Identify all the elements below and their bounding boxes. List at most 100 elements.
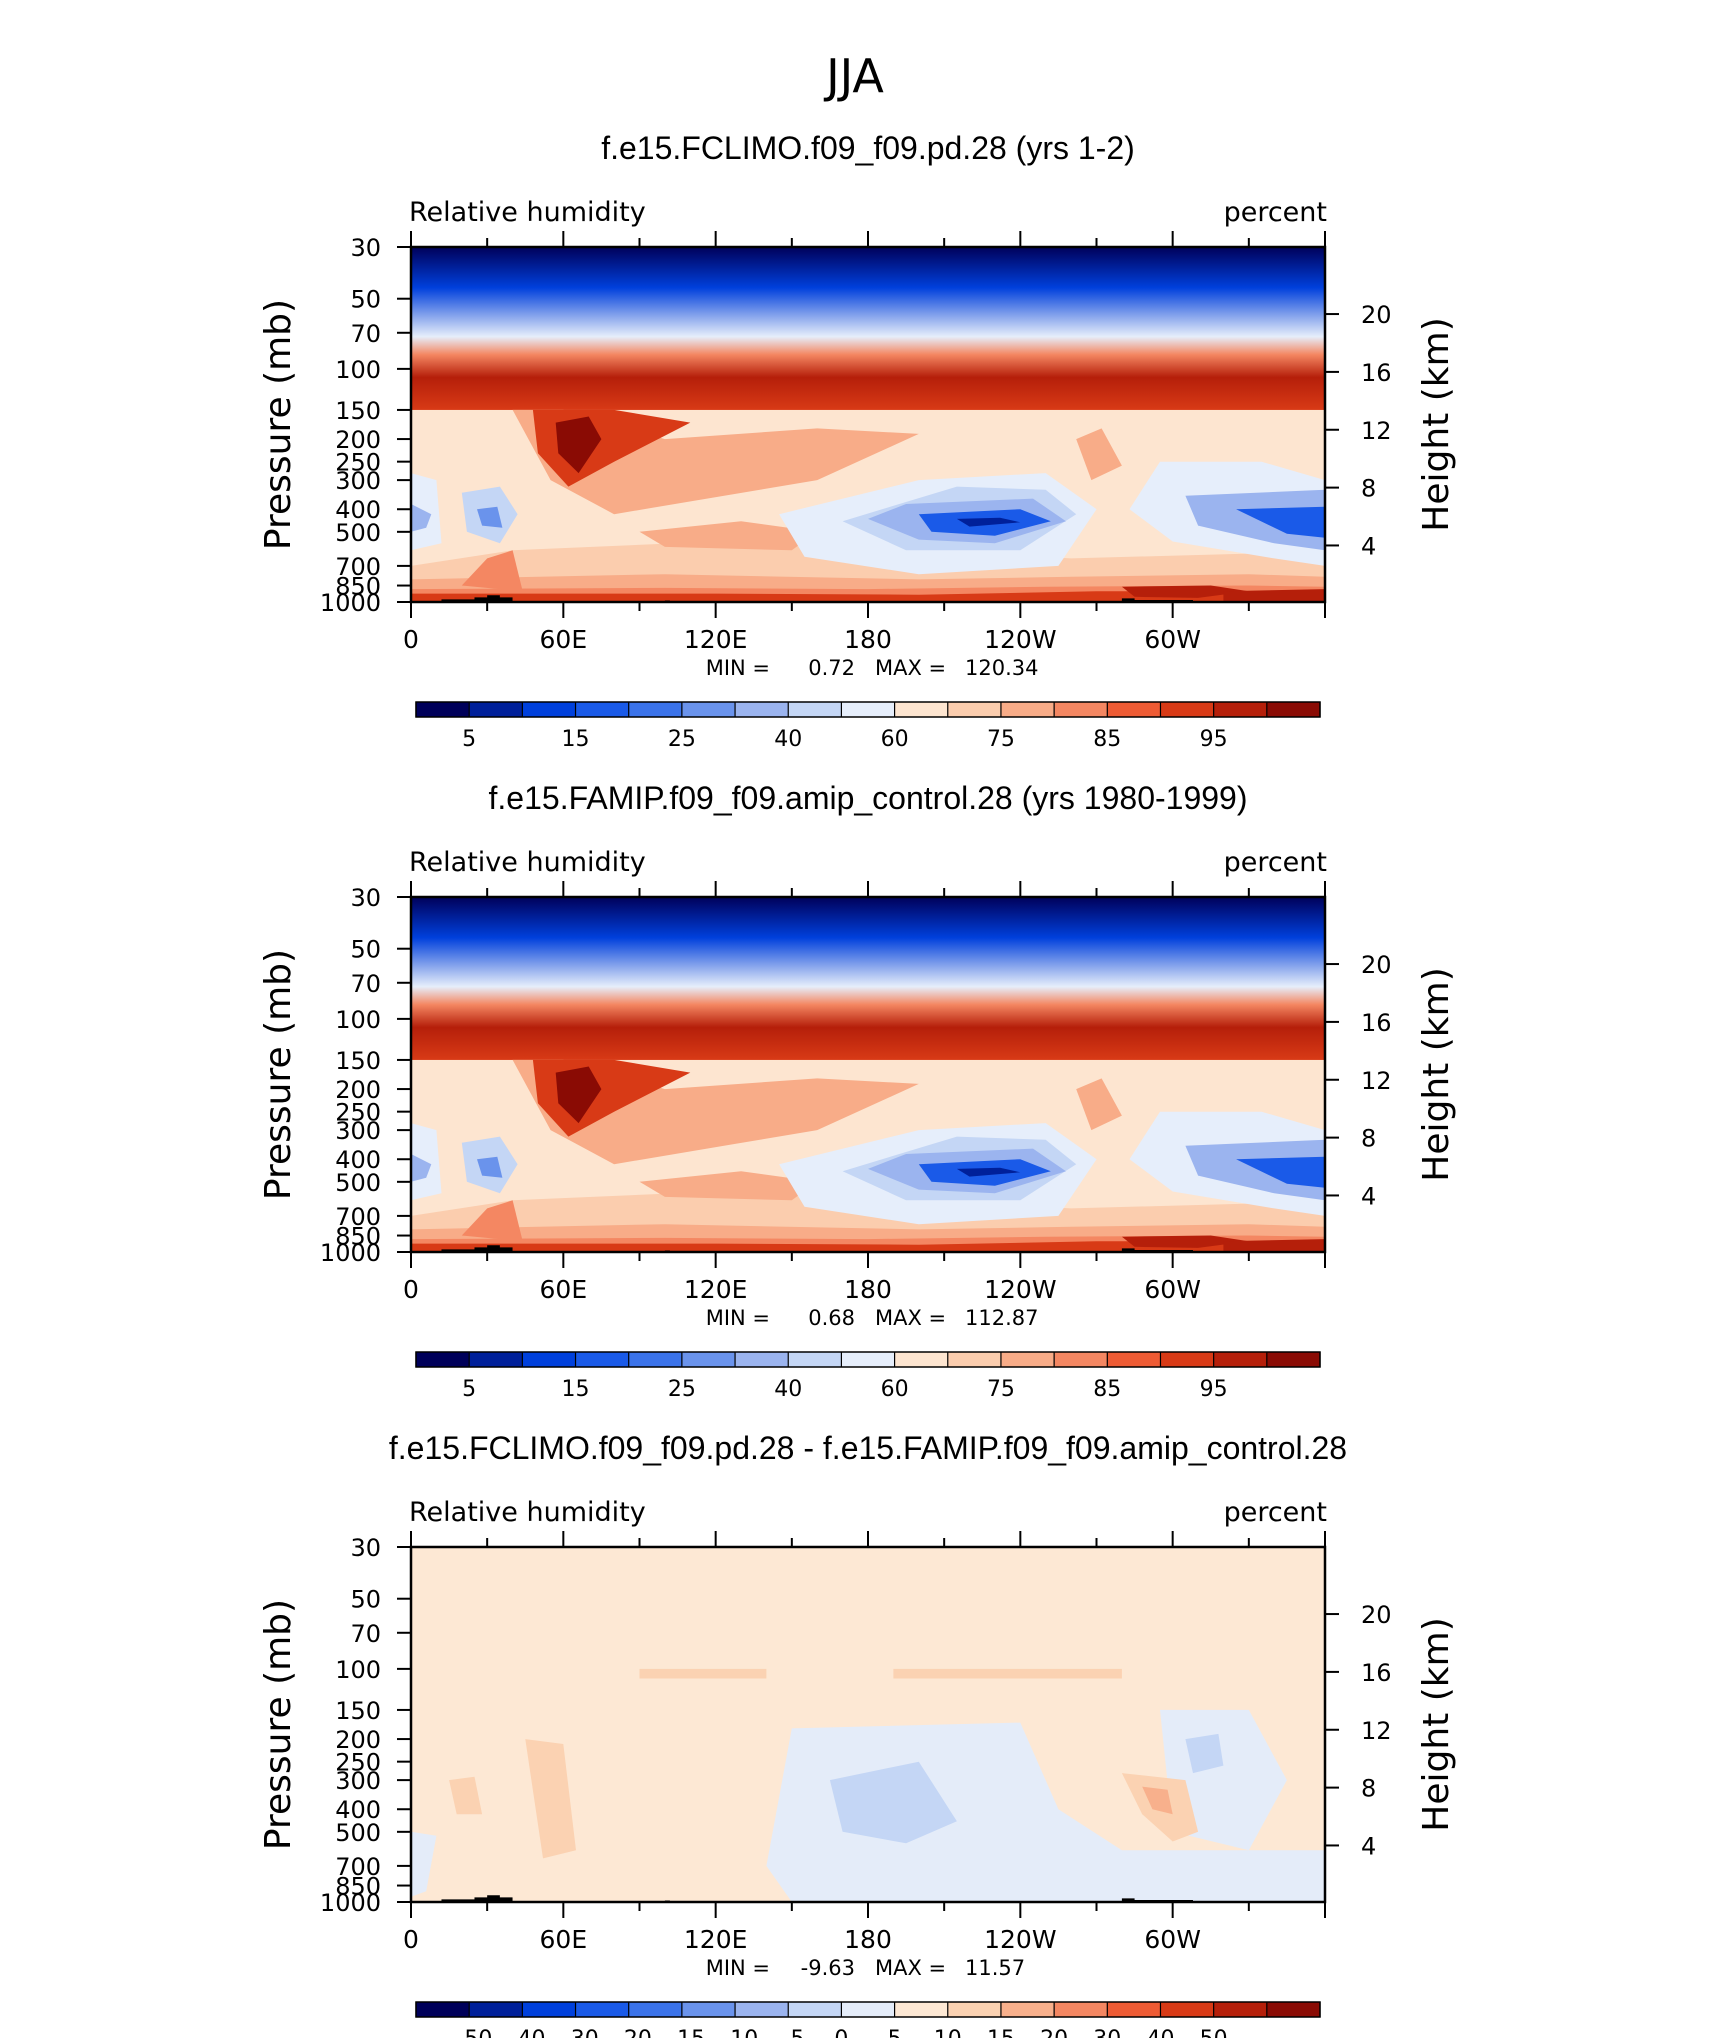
rh-contour-fill <box>1121 1235 1249 1248</box>
colorbar-swatch <box>522 702 577 717</box>
variable-label: Relative humidity <box>409 847 646 878</box>
colorbar-swatch <box>681 1352 736 1367</box>
x-tick-label: 0 <box>403 625 419 654</box>
min-value: 0.72 <box>808 656 855 680</box>
rh-contour-fill <box>639 521 818 551</box>
x-tick-label: 0 <box>403 1925 419 1954</box>
rh-contour-fill <box>1076 1078 1122 1131</box>
units-label: percent <box>1224 847 1327 878</box>
height-tick-label: 4 <box>1361 1182 1376 1210</box>
y-tick-label: 50 <box>350 286 381 314</box>
colorbar-label: 85 <box>1093 1377 1121 1402</box>
y-tick-label: 150 <box>335 1047 381 1075</box>
colorbar-swatch <box>628 2002 683 2017</box>
colorbar-label: 15 <box>562 727 590 752</box>
colorbar-label: −50 <box>446 2027 492 2038</box>
y-tick-label: 50 <box>350 936 381 964</box>
colorbar-label: 15 <box>987 2027 1015 2038</box>
colorbar-swatch <box>788 1352 842 1367</box>
height-tick-label: 12 <box>1361 417 1392 445</box>
rh-contour-fill <box>639 1171 818 1201</box>
colorbar-frame <box>415 701 1321 718</box>
x-tick-label: 120W <box>984 625 1056 654</box>
colorbar-label: 85 <box>1093 727 1121 752</box>
rh-contour-fill <box>1185 1139 1325 1201</box>
y-tick-label: 70 <box>350 970 381 998</box>
right-axis-title: Height (km) <box>1416 1617 1457 1831</box>
height-tick-label: 4 <box>1361 532 1376 560</box>
x-tick-label: 120E <box>684 1925 748 1954</box>
colorbar-label: 5 <box>462 1377 476 1402</box>
y-tick-label: 850 <box>335 573 381 601</box>
topography-mask <box>441 595 513 602</box>
colorbar-label: −15 <box>659 2027 705 2038</box>
colorbar-label: 15 <box>562 1377 590 1402</box>
colorbar-swatch <box>522 2002 577 2017</box>
y-tick-label: 100 <box>335 356 381 384</box>
x-tick-label: 60W <box>1144 625 1201 654</box>
colorbar-label: 30 <box>1093 2027 1121 2038</box>
colorbar-swatch <box>1107 1352 1161 1367</box>
colorbar-swatch <box>1213 2002 1268 2017</box>
y-tick-label: 250 <box>335 449 381 477</box>
colorbar-label: 25 <box>668 1377 696 1402</box>
colorbar-swatch <box>416 1352 470 1367</box>
colorbar-swatch <box>1000 2002 1055 2017</box>
colorbar-swatch <box>1213 702 1268 717</box>
colorbar-label: −10 <box>712 2027 758 2038</box>
colorbar: 5 15 25 40 60 75 85 95 <box>415 701 1321 752</box>
colorbar-swatch <box>1054 1352 1108 1367</box>
rh-contour-fill <box>461 550 523 592</box>
colorbar-swatch <box>469 2002 523 2017</box>
colorbar-label: 50 <box>1200 2027 1228 2038</box>
colorbar-swatch <box>735 702 789 717</box>
colorbar-swatch <box>1000 702 1055 717</box>
right-axis-title: Height (km) <box>1416 317 1457 531</box>
colorbar-label: 25 <box>668 727 696 752</box>
colorbar-label: 75 <box>987 1377 1015 1402</box>
colorbar-swatch <box>628 1352 683 1367</box>
y-tick-label: 500 <box>335 519 381 547</box>
x-tick-label: 120E <box>684 1275 748 1304</box>
colorbar-label: 75 <box>987 727 1015 752</box>
rh-contour-fill <box>1236 1156 1325 1188</box>
y-tick-label: 700 <box>335 553 381 581</box>
y-axis-title: Pressure (mb) <box>258 299 299 550</box>
heatmap-field <box>411 1547 1325 1902</box>
colorbar-label: 60 <box>881 727 909 752</box>
x-tick-label: 180 <box>844 625 892 654</box>
colorbar: −50−40−30−20−15−10−505101520304050 <box>415 2001 1321 2038</box>
chart-title: f.e15.FCLIMO.f09_f09.pd.28 - f.e15.FAMIP… <box>389 1430 1347 1466</box>
y-tick-label: 1000 <box>320 589 381 617</box>
colorbar-swatch <box>416 702 470 717</box>
rh-contour-fill <box>1236 506 1325 538</box>
chart-panel-1: f.e15.FCLIMO.f09_f09.pd.28 (yrs 1-2) Rela… <box>258 130 1457 752</box>
colorbar-label: 5 <box>888 2027 902 2038</box>
colorbar-label: −30 <box>552 2027 598 2038</box>
variable-label: Relative humidity <box>409 197 646 228</box>
chart-panel-3: f.e15.FCLIMO.f09_f09.pd.28 - f.e15.FAMIP… <box>258 1430 1457 2038</box>
chart-title: f.e15.FCLIMO.f09_f09.pd.28 (yrs 1-2) <box>601 130 1135 166</box>
y-tick-label: 70 <box>350 1620 381 1648</box>
colorbar-swatch <box>575 2002 630 2017</box>
x-tick-label: 120W <box>984 1275 1056 1304</box>
y-axis-title: Pressure (mb) <box>258 949 299 1200</box>
height-tick-label: 8 <box>1361 1775 1376 1803</box>
max-value: 112.87 <box>965 1306 1038 1330</box>
colorbar-swatch <box>1160 1352 1215 1367</box>
x-tick-label: 60W <box>1144 1925 1201 1954</box>
colorbar-swatch <box>1160 702 1215 717</box>
colorbar: 5 15 25 40 60 75 85 95 <box>415 1351 1321 1402</box>
colorbar-frame <box>415 1351 1321 1368</box>
height-tick-label: 20 <box>1361 301 1392 329</box>
y-tick-label: 1000 <box>320 1239 381 1267</box>
colorbar-label: −40 <box>499 2027 545 2038</box>
diff-contour-fill <box>449 1776 483 1815</box>
colorbar-swatch <box>628 702 683 717</box>
colorbar-swatch <box>469 1352 523 1367</box>
diff-contour-fill <box>829 1761 957 1844</box>
colorbar-swatch <box>947 702 1002 717</box>
rh-contour-fill <box>477 1156 503 1178</box>
colorbar-swatch <box>575 1352 630 1367</box>
colorbar-swatch <box>1213 1352 1268 1367</box>
